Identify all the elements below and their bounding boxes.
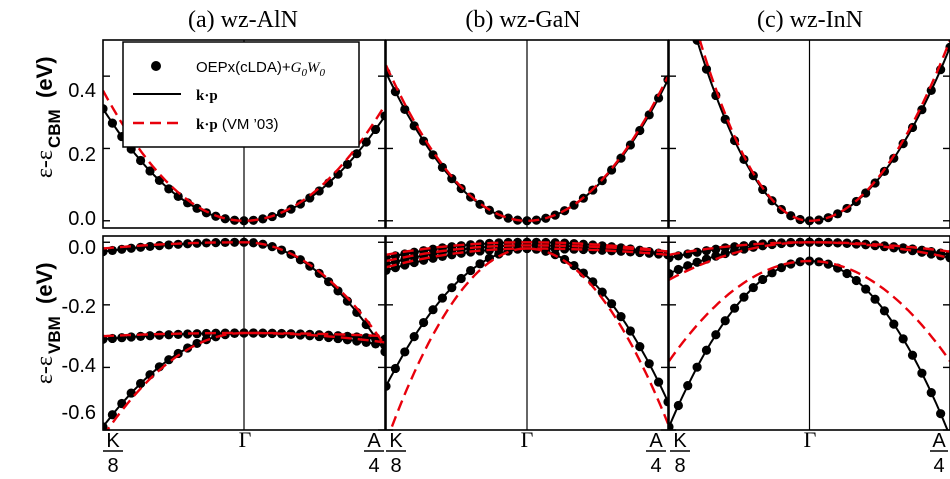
cbm-subplot-1 [385,39,669,229]
cbm-frame-1 [385,39,669,229]
vbm-subplot-0 [102,235,386,431]
x-tick-gamma-c: Γ [804,427,817,452]
x-tick-a-a: A [367,430,381,452]
x-tick-a-b: A [649,430,663,452]
vbm-series-2 [669,236,950,441]
y-axis-label-cbm-eps: ε-ε [32,150,58,178]
vbm-vm03-line-0-6 [103,241,385,347]
cbm-frame-2 [668,39,950,229]
y-axis-label-cbm-sub: CBM [45,109,64,148]
vbm-vm03-line-2-8 [669,259,950,362]
panel-0 [102,39,386,431]
panel-title-c: (c) wz-InN [757,7,863,33]
x-tick-8-b: 8 [390,455,401,477]
vbm-vm03-line-0-8 [105,331,385,430]
vbm-frame-1 [385,235,669,431]
x-tick-gamma-a: Γ [239,427,252,452]
svg-text:ε-ε: ε-ε [32,150,58,178]
legend-dots-w-sub: 0 [319,67,325,79]
x-tick-labels: K 8 Γ A 4 K 8 Γ A 4 K 8 Γ A 4 [103,427,948,477]
legend-vm03-main: k·p [196,117,218,133]
legend-vm03-label: k·p (VM ’03) [196,116,279,133]
vbm-frame-0 [102,235,386,431]
panel-title-a: (a) wz-AlN [188,7,298,33]
vbm-subplot-2 [668,235,950,441]
x-tick-k-c: K [673,430,687,452]
cbm-series-2 [683,4,950,228]
x-tick-8-c: 8 [674,455,685,477]
x-tick-gamma-b: Γ [521,427,534,452]
cbm-dot-2-2 [683,4,692,13]
legend-dots-marker [151,61,161,71]
x-tick-k-b: K [389,430,403,452]
svg-text:ε-ε: ε-ε [32,356,58,384]
cbm-vm03-line-0 [103,90,385,223]
panel-1 [385,39,669,431]
vbm-vm03-line-0-7 [103,331,385,344]
vbm-vm03-line-2-7 [669,241,950,281]
vbm-series-1 [386,236,668,430]
legend-kp-label: k·p [196,88,218,104]
legend: OEPx(cLDA)+G0W0 k·p k·p (VM ’03) [122,41,360,148]
legend-dots-g: G [291,60,302,76]
cbm-frame-0 [102,39,386,229]
cbm-vm03-line-2 [698,40,950,223]
panel-title-b: (b) wz-GaN [465,7,580,33]
legend-dots-w: W [307,60,321,76]
x-tick-k-a: K [106,430,120,452]
cbm-subplot-2 [668,4,950,229]
y-axis-label-vbm-eps: ε-ε [32,356,58,384]
vbm-tick-label-2: -0.4 [62,355,96,377]
legend-dots-label: OEPx(cLDA)+G0W0 [196,59,325,79]
vbm-tick-label-3: -0.6 [62,402,96,424]
panel-2 [668,4,950,441]
y-axis-label-vbm: ε-ε VBM (eV) [32,262,64,384]
legend-dots-g-sub: 0 [301,67,307,79]
legend-dots-main: OEPx(cLDA)+ [196,59,291,76]
x-tick-4-c: 4 [933,455,944,477]
x-tick-4-b: 4 [650,455,661,477]
cbm-kp-line-0 [103,108,385,222]
cbm-tick-label-1: 0.2 [68,144,96,166]
y-axis-label-cbm-unit: (eV) [32,56,57,98]
cbm-series-1 [386,40,668,228]
vbm-dot-2-2-30 [945,432,950,441]
y-axis-label-vbm-unit: (eV) [32,262,57,304]
x-tick-4-a: 4 [368,455,379,477]
vbm-frame-2 [668,235,950,431]
plot-panels [102,4,950,441]
vbm-tick-label-1: -0.2 [62,296,96,318]
vbm-vm03-line-1-9 [386,244,668,263]
vbm-tick-label-0: 0.0 [68,237,96,259]
cbm-kp-line-1 [386,72,668,222]
vbm-vm03-line-1-10 [386,247,668,269]
y-axis-label-vbm-sub: VBM [45,316,64,354]
vbm-series-0 [103,236,385,430]
vbm-subplot-1 [385,235,669,431]
legend-vm03-suffix: (VM ’03) [218,116,279,133]
x-tick-8-a: 8 [107,455,118,477]
x-tick-a-c: A [932,430,946,452]
cbm-tick-label-0: 0.0 [68,208,96,230]
y-axis-label-cbm: ε-ε CBM (eV) [32,56,64,178]
vbm-vm03-line-1-11 [389,247,668,430]
cbm-tick-label-2: 0.4 [68,80,96,102]
vbm-vm03-line-1-8 [386,241,668,256]
